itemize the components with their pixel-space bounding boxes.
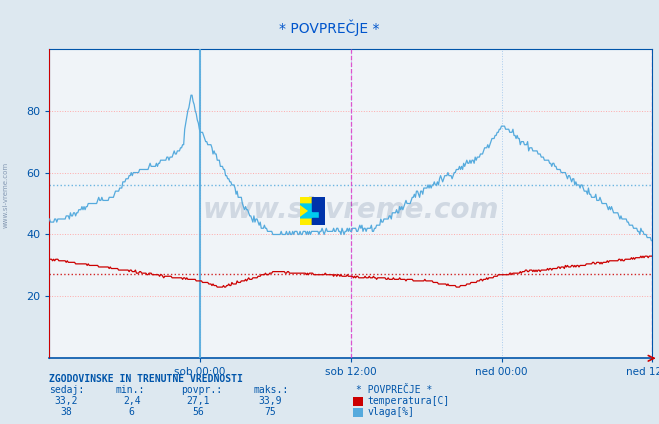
Text: 6: 6 — [129, 407, 134, 417]
Text: * POVPREČJE *: * POVPREČJE * — [356, 385, 432, 396]
Text: 33,2: 33,2 — [54, 396, 78, 406]
Text: min.:: min.: — [115, 385, 145, 396]
Text: * POVPREČJE *: * POVPREČJE * — [279, 20, 380, 36]
Text: maks.:: maks.: — [254, 385, 289, 396]
Polygon shape — [312, 197, 325, 225]
Text: 27,1: 27,1 — [186, 396, 210, 406]
Text: povpr.:: povpr.: — [181, 385, 222, 396]
Text: 2,4: 2,4 — [123, 396, 140, 406]
Text: vlaga[%]: vlaga[%] — [368, 407, 415, 417]
Bar — [312, 197, 325, 225]
Polygon shape — [300, 204, 319, 218]
Bar — [300, 197, 312, 225]
Text: sedaj:: sedaj: — [49, 385, 84, 396]
Text: www.si-vreme.com: www.si-vreme.com — [203, 196, 499, 224]
Text: temperatura[C]: temperatura[C] — [368, 396, 450, 406]
Text: 33,9: 33,9 — [258, 396, 282, 406]
Text: ZGODOVINSKE IN TRENUTNE VREDNOSTI: ZGODOVINSKE IN TRENUTNE VREDNOSTI — [49, 374, 243, 385]
Text: 75: 75 — [264, 407, 276, 417]
Text: www.si-vreme.com: www.si-vreme.com — [2, 162, 9, 228]
Text: 56: 56 — [192, 407, 204, 417]
Text: 38: 38 — [60, 407, 72, 417]
